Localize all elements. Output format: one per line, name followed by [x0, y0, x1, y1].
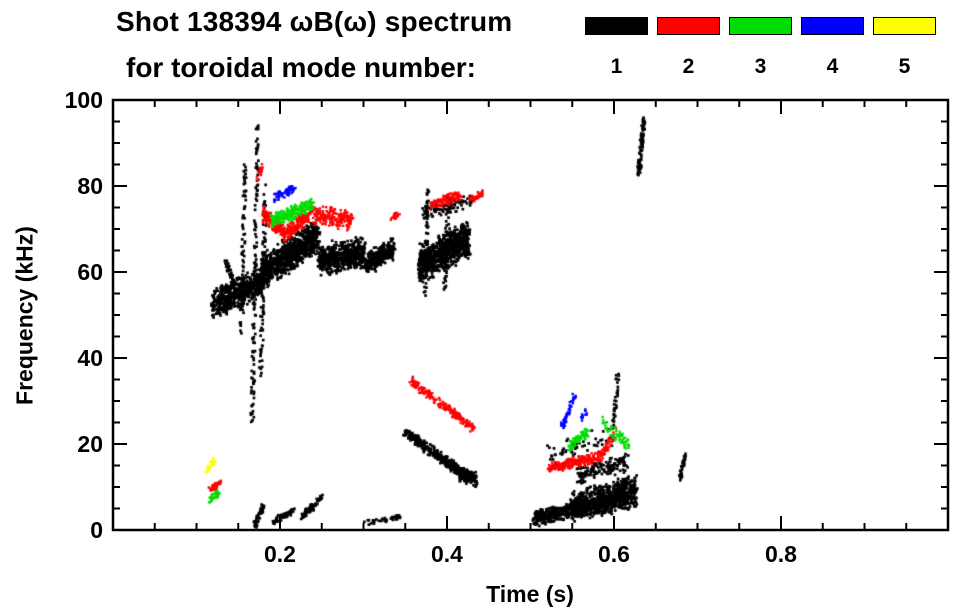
svg-text:0.4: 0.4 — [431, 541, 463, 567]
svg-text:0.8: 0.8 — [765, 541, 797, 567]
svg-text:0.2: 0.2 — [264, 541, 296, 567]
svg-text:60: 60 — [77, 259, 103, 285]
svg-text:80: 80 — [77, 173, 103, 199]
svg-text:0.6: 0.6 — [598, 541, 630, 567]
svg-text:40: 40 — [77, 345, 103, 371]
svg-text:100: 100 — [65, 87, 103, 113]
svg-text:20: 20 — [77, 431, 103, 457]
svg-text:0: 0 — [90, 517, 103, 543]
